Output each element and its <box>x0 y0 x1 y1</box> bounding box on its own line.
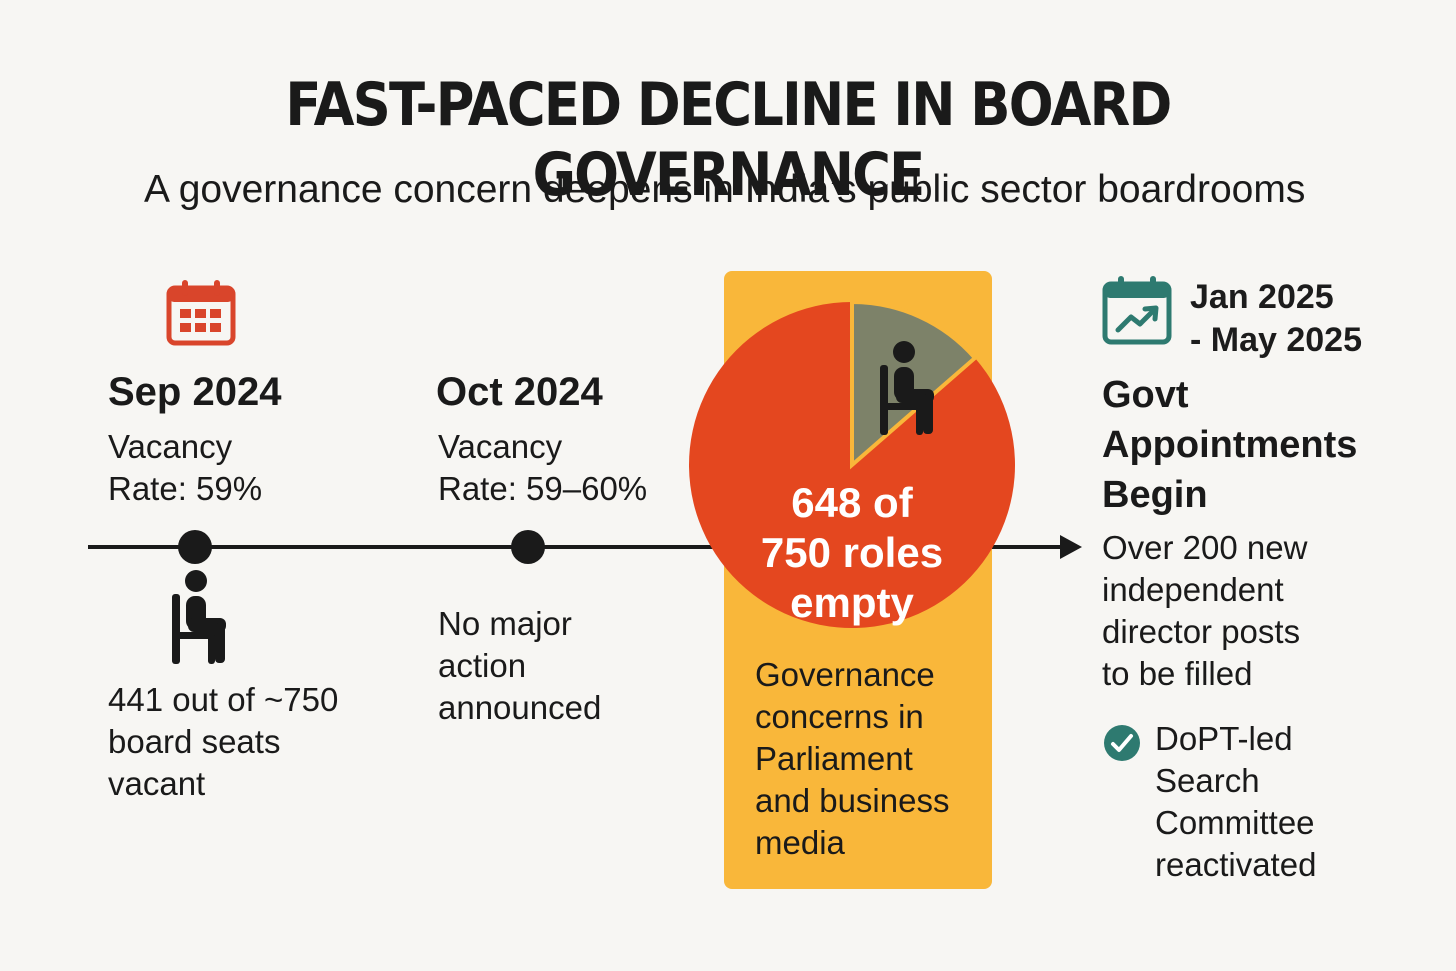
date-line: Jan 2025 <box>1190 278 1334 316</box>
stat-line: Vacancy <box>438 428 563 465</box>
detail-line: media <box>755 824 845 861</box>
event-stat-sep-2024: Vacancy Rate: 59% <box>108 426 262 510</box>
detail-line: No major <box>438 605 572 642</box>
check-circle-icon <box>1103 724 1141 762</box>
event-detail-oct-2024: No major action announced <box>438 603 601 729</box>
check-line: DoPT-led <box>1155 720 1293 757</box>
pie-label-line: 750 roles <box>760 529 944 576</box>
detail-line: announced <box>438 689 602 726</box>
highlight-box-text: Governance concerns in Parliament and bu… <box>755 654 949 864</box>
seated-person-icon <box>168 568 236 666</box>
detail-line: to be filled <box>1102 655 1253 692</box>
event-date-oct-2024: Oct 2024 <box>436 370 603 414</box>
detail-line: Over 200 new <box>1102 529 1308 566</box>
check-line: Committee <box>1155 804 1315 841</box>
event-date-sep-2024: Sep 2024 <box>108 370 282 414</box>
detail-line: vacant <box>108 765 206 802</box>
event-date-jan-may-2025: Jan 2025 - May 2025 <box>1190 276 1362 362</box>
stat-line: Rate: 59% <box>108 470 263 507</box>
check-line: reactivated <box>1155 846 1317 883</box>
detail-line: independent <box>1102 571 1284 608</box>
event-stat-oct-2024: Vacancy Rate: 59–60% <box>438 426 647 510</box>
page-subtitle: A governance concern deepens in India’s … <box>144 168 1306 211</box>
detail-line: and business <box>755 782 950 819</box>
date-line: - May 2025 <box>1190 321 1362 359</box>
pie-label-line: 648 of <box>791 479 913 526</box>
seated-person-icon <box>876 338 944 438</box>
detail-line: board seats <box>108 723 281 760</box>
event-detail-appointments: Over 200 new independent director posts … <box>1102 527 1307 695</box>
heading-line: Govt <box>1102 374 1189 416</box>
timeline-arrow-icon <box>1060 535 1082 559</box>
calendar-icon <box>166 278 236 346</box>
event-heading-appointments: Govt Appointments Begin <box>1102 370 1357 520</box>
event-detail-sep-2024: 441 out of ~750 board seats vacant <box>108 679 338 805</box>
timeline-dot-sep-2024 <box>178 530 212 564</box>
detail-line: action <box>438 647 527 684</box>
stat-line: Vacancy <box>108 428 233 465</box>
calendar-trend-icon <box>1102 274 1172 346</box>
detail-line: Governance <box>755 656 935 693</box>
timeline-line <box>88 545 1063 549</box>
heading-line: Appointments <box>1102 424 1358 466</box>
event-check-note: DoPT-led Search Committee reactivated <box>1155 718 1316 886</box>
check-line: Search <box>1155 762 1260 799</box>
pie-label-line: empty <box>790 579 914 626</box>
detail-line: concerns in <box>755 698 924 735</box>
detail-line: 441 out of ~750 <box>108 681 339 718</box>
page-title: FAST-PACED DECLINE IN BOARD GOVERNANCE <box>285 70 1172 210</box>
heading-line: Begin <box>1102 474 1208 516</box>
pie-label: 648 of 750 roles empty <box>689 478 1015 628</box>
detail-line: director posts <box>1102 613 1301 650</box>
timeline-dot-oct-2024 <box>511 530 545 564</box>
detail-line: Parliament <box>755 740 913 777</box>
stat-line: Rate: 59–60% <box>438 470 648 507</box>
